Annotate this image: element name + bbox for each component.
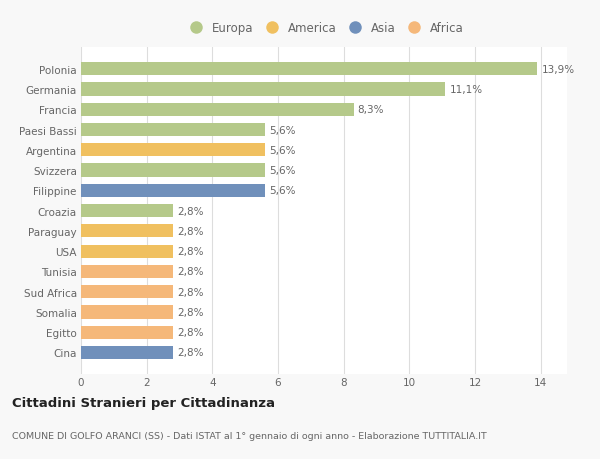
Bar <box>81 185 265 197</box>
Bar <box>81 326 173 339</box>
Text: 5,6%: 5,6% <box>269 146 295 156</box>
Text: 2,8%: 2,8% <box>177 348 203 358</box>
Bar <box>81 225 173 238</box>
Bar <box>81 285 173 299</box>
Text: 2,8%: 2,8% <box>177 246 203 257</box>
Bar <box>81 83 445 96</box>
Text: 2,8%: 2,8% <box>177 226 203 236</box>
Text: 2,8%: 2,8% <box>177 327 203 337</box>
Bar <box>81 103 353 117</box>
Legend: Europa, America, Asia, Africa: Europa, America, Asia, Africa <box>181 18 467 38</box>
Bar <box>81 245 173 258</box>
Text: 8,3%: 8,3% <box>358 105 384 115</box>
Text: COMUNE DI GOLFO ARANCI (SS) - Dati ISTAT al 1° gennaio di ogni anno - Elaborazio: COMUNE DI GOLFO ARANCI (SS) - Dati ISTAT… <box>12 431 487 440</box>
Bar <box>81 265 173 278</box>
Text: 5,6%: 5,6% <box>269 186 295 196</box>
Text: 5,6%: 5,6% <box>269 125 295 135</box>
Bar <box>81 63 538 76</box>
Text: 5,6%: 5,6% <box>269 166 295 176</box>
Bar <box>81 164 265 177</box>
Bar <box>81 205 173 218</box>
Bar <box>81 346 173 359</box>
Bar <box>81 144 265 157</box>
Text: 13,9%: 13,9% <box>541 65 575 74</box>
Text: 2,8%: 2,8% <box>177 287 203 297</box>
Text: Cittadini Stranieri per Cittadinanza: Cittadini Stranieri per Cittadinanza <box>12 396 275 409</box>
Text: 2,8%: 2,8% <box>177 206 203 216</box>
Text: 2,8%: 2,8% <box>177 267 203 277</box>
Bar <box>81 123 265 137</box>
Bar <box>81 306 173 319</box>
Text: 11,1%: 11,1% <box>449 85 482 95</box>
Text: 2,8%: 2,8% <box>177 307 203 317</box>
